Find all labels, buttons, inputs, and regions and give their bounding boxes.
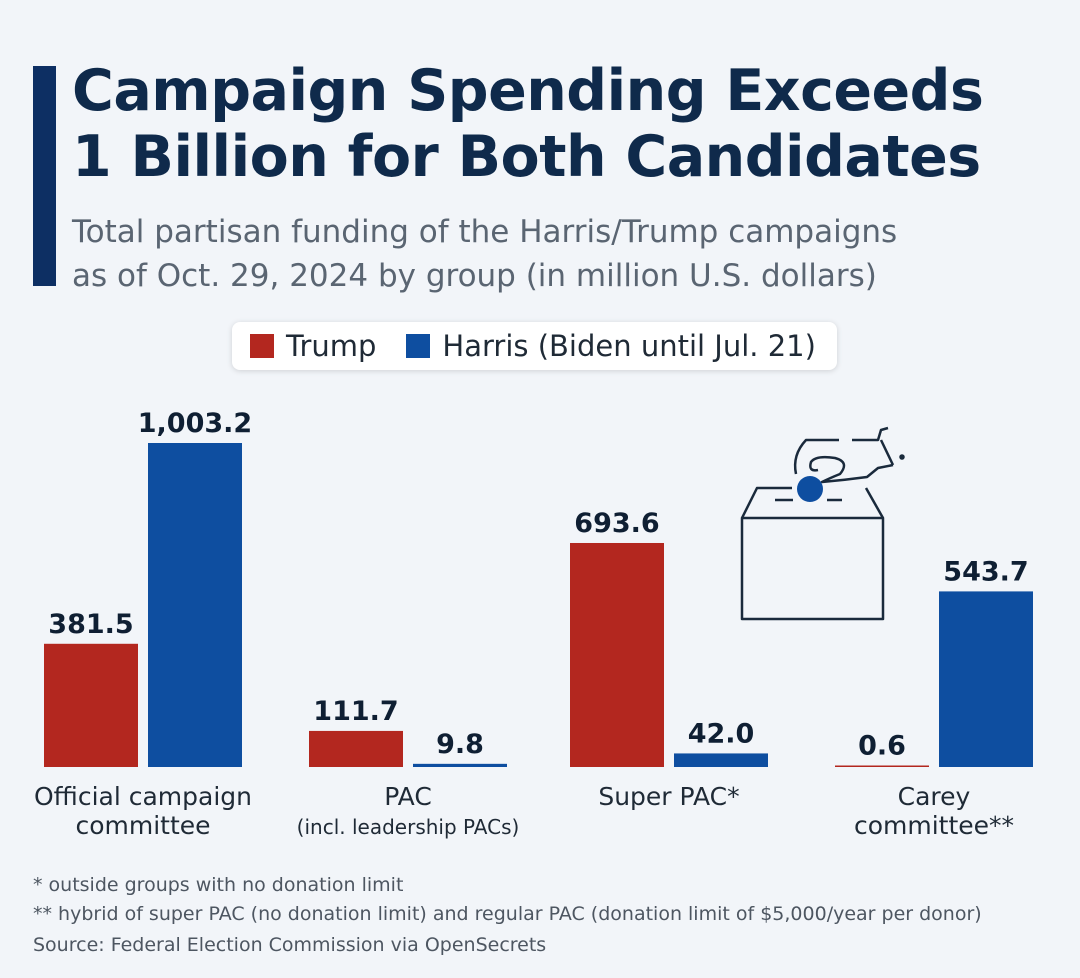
data-label: 42.0: [688, 718, 755, 749]
bar-harris: [413, 763, 507, 767]
legend-item-harris: Harris (Biden until Jul. 21): [406, 329, 816, 363]
bar-trump: [44, 643, 138, 767]
category-label: Super PAC*: [598, 782, 739, 811]
bar-trump: [309, 730, 403, 767]
data-label: 111.7: [313, 696, 398, 727]
data-label: 543.7: [943, 556, 1028, 587]
chart-subtitle: Total partisan funding of the Harris/Tru…: [72, 214, 898, 294]
category-label: Carey: [898, 782, 971, 811]
category-label: committee: [75, 811, 210, 840]
bar-trump: [570, 542, 664, 767]
title-accent-bar: [33, 66, 56, 286]
data-label: 0.6: [858, 731, 906, 762]
bar-harris: [148, 443, 242, 767]
footnote-1: * outside groups with no donation limit: [33, 874, 404, 896]
chart-title: Campaign Spending Exceeds 1 Billion for B…: [72, 58, 984, 190]
legend-swatch-harris: [406, 334, 431, 358]
legend-label-harris: Harris (Biden until Jul. 21): [442, 329, 816, 363]
bar-harris: [939, 591, 1033, 767]
category-label: committee**: [854, 811, 1014, 840]
bar-harris: [674, 753, 768, 767]
data-label: 9.8: [436, 729, 484, 760]
ballot-box-icon: [740, 426, 905, 621]
legend-label-trump: Trump: [286, 329, 377, 363]
data-label: 1,003.2: [138, 408, 252, 439]
footnote-2: ** hybrid of super PAC (no donation limi…: [33, 903, 982, 925]
bar-trump: [835, 765, 929, 767]
source-note: Source: Federal Election Commission via …: [33, 934, 547, 956]
data-label: 381.5: [48, 609, 133, 640]
category-label: PAC: [384, 782, 432, 811]
category-label: Official campaign: [34, 782, 252, 811]
legend-swatch-trump: [250, 334, 274, 358]
data-label: 693.6: [574, 508, 659, 539]
legend: Trump Harris (Biden until Jul. 21): [232, 322, 837, 370]
category-label: (incl. leadership PACs): [297, 815, 520, 839]
legend-item-trump: Trump: [250, 329, 376, 363]
